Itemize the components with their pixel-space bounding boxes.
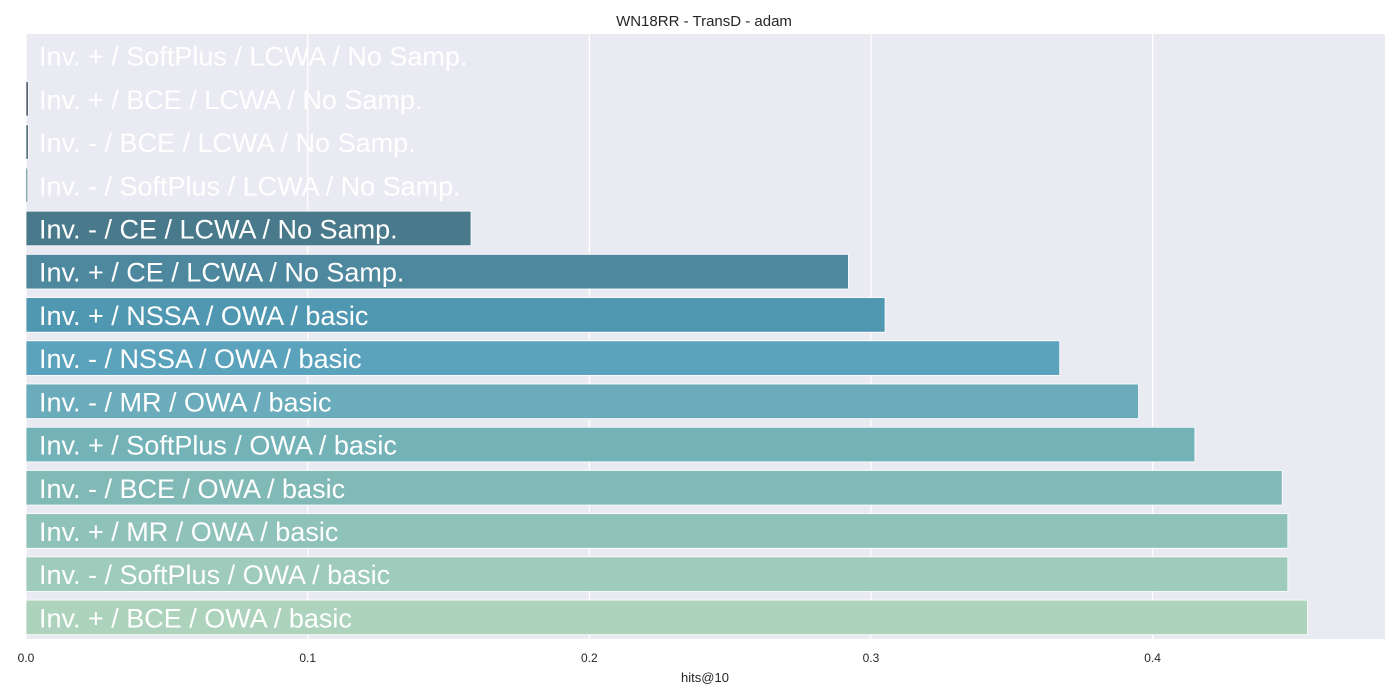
bar (25, 340, 1061, 376)
bar-labels: Inv. + / SoftPlus / LCWA / No Samp. Inv. … (39, 42, 467, 634)
chart-title: WN18RR - TransD - adam (616, 13, 792, 30)
bar-label: Inv. + / MR / OWA / basic (39, 517, 338, 547)
x-tick-label: 0.3 (863, 651, 880, 665)
bar-label: Inv. + / NSSA / OWA / basic (39, 301, 368, 331)
bar (25, 81, 29, 117)
bar-label: Inv. - / NSSA / OWA / basic (39, 344, 362, 374)
bar (25, 556, 1289, 592)
bar-label: Inv. + / CE / LCWA / No Samp. (39, 258, 404, 288)
bar-label: Inv. - / CE / LCWA / No Samp. (39, 214, 398, 244)
bar-label: Inv. - / MR / OWA / basic (39, 387, 332, 417)
bar-label: Inv. - / BCE / OWA / basic (39, 474, 345, 504)
x-tick-label: 0.4 (1144, 651, 1161, 665)
bar-label: Inv. - / BCE / LCWA / No Samp. (39, 128, 416, 158)
bar-label: Inv. + / BCE / LCWA / No Samp. (39, 85, 422, 115)
x-axis-ticks: 0.0 0.1 0.2 0.3 0.4 (18, 651, 1162, 665)
x-tick-label: 0.1 (299, 651, 316, 665)
x-tick-label: 0.2 (581, 651, 598, 665)
bar (25, 253, 849, 290)
bar-label: Inv. + / BCE / OWA / basic (39, 603, 352, 633)
bar-label: Inv. - / SoftPlus / OWA / basic (39, 560, 390, 590)
x-axis-label: hits@10 (681, 670, 729, 685)
bar (25, 470, 1283, 506)
bars (25, 37, 1308, 636)
bar (25, 513, 1289, 549)
x-tick-label: 0.0 (18, 651, 35, 665)
bar (25, 210, 472, 247)
bar (25, 599, 1308, 636)
bar (25, 383, 1139, 420)
bar (25, 297, 886, 333)
bar (25, 426, 1196, 463)
bar (25, 124, 29, 160)
bar (25, 167, 29, 203)
bar-label: Inv. + / SoftPlus / LCWA / No Samp. (39, 42, 467, 72)
bar-label: Inv. - / SoftPlus / LCWA / No Samp. (39, 171, 461, 201)
bar-label: Inv. + / SoftPlus / OWA / basic (39, 431, 397, 461)
